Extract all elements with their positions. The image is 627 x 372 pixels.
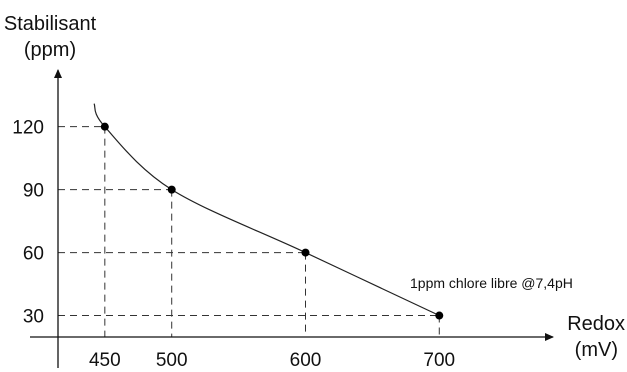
y-tick-label-3: 30 — [23, 307, 44, 328]
y-tick-label-1: 90 — [23, 181, 44, 202]
x-axis-title: Redox — [567, 313, 625, 335]
data-point-3 — [435, 311, 444, 320]
y-axis-unit: (ppm) — [24, 39, 76, 61]
y-tick-labels: 120 90 60 30 — [12, 118, 44, 328]
y-axis-title: Stabilisant — [4, 13, 97, 35]
x-tick-label-2: 600 — [290, 350, 322, 371]
annotation-label: 1ppm chlore libre @7,4pH — [410, 275, 573, 291]
x-tick-label-0: 450 — [89, 350, 121, 371]
data-point-0 — [100, 122, 109, 131]
data-point-1 — [167, 185, 176, 194]
x-tick-label-3: 700 — [423, 350, 455, 371]
x-tick-labels: 450 500 600 700 — [89, 350, 455, 371]
data-point-2 — [301, 248, 310, 257]
y-tick-label-0: 120 — [12, 118, 44, 139]
x-axis-unit: (mV) — [575, 339, 618, 361]
y-tick-label-2: 60 — [23, 244, 44, 265]
data-points — [100, 122, 444, 320]
dashed-guides — [58, 126, 440, 337]
stabilisant-curve — [93, 103, 440, 317]
x-tick-label-1: 500 — [156, 350, 188, 371]
